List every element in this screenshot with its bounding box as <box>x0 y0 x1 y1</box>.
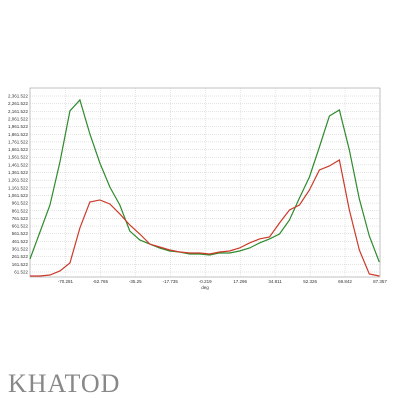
y-tick-label: 461.522 <box>12 239 29 244</box>
y-tick-label: 1,261.522 <box>8 178 29 183</box>
y-tick-label: 961.522 <box>12 201 29 206</box>
x-tick-label: -52.765 <box>93 279 109 284</box>
x-axis-label: deg <box>201 285 209 290</box>
y-tick-label: 1,461.522 <box>8 162 29 167</box>
y-tick-label: 361.522 <box>12 247 29 252</box>
plot-area <box>29 87 381 278</box>
y-tick-label: 861.522 <box>12 208 29 213</box>
y-tick-label: 1,661.522 <box>8 147 29 152</box>
x-tick-label: -0.219 <box>199 279 212 284</box>
y-tick-label: 1,961.522 <box>8 124 29 129</box>
y-tick-label: 1,161.522 <box>8 185 29 190</box>
x-tick-label: 52.326 <box>303 279 317 284</box>
data-line <box>30 159 380 277</box>
y-tick-label: 1,861.522 <box>8 132 29 137</box>
y-tick-label: 2,361.522 <box>8 93 29 98</box>
y-tick-label: 1,561.522 <box>8 155 29 160</box>
x-tick-label: 17.296 <box>233 279 247 284</box>
x-tick-label: 87.357 <box>373 279 387 284</box>
y-tick-label: 1,761.522 <box>8 139 29 144</box>
x-tick-label: -35.25 <box>129 279 142 284</box>
logo: KHATOD <box>8 369 120 398</box>
y-tick-label: 161.522 <box>12 262 29 267</box>
y-tick-label: 561.522 <box>12 231 29 236</box>
y-tick-label: 2,161.522 <box>8 109 29 114</box>
y-tick-label: 661.522 <box>12 224 29 229</box>
y-tick-label: 2,061.522 <box>8 116 29 121</box>
y-tick-label: 761.522 <box>12 216 29 221</box>
data-line <box>29 98 380 263</box>
x-tick-label: -70.281 <box>58 279 74 284</box>
y-tick-label: 61.522 <box>14 269 28 274</box>
y-tick-label: 1,361.522 <box>8 170 29 175</box>
y-tick-label: 1,061.522 <box>8 193 29 198</box>
x-tick-label: -17.735 <box>163 279 179 284</box>
x-tick-label: 69.842 <box>338 279 352 284</box>
y-tick-label: 261.522 <box>12 254 29 259</box>
y-tick-label: 2,261.522 <box>8 101 29 106</box>
x-tick-label: 34.811 <box>268 279 282 284</box>
